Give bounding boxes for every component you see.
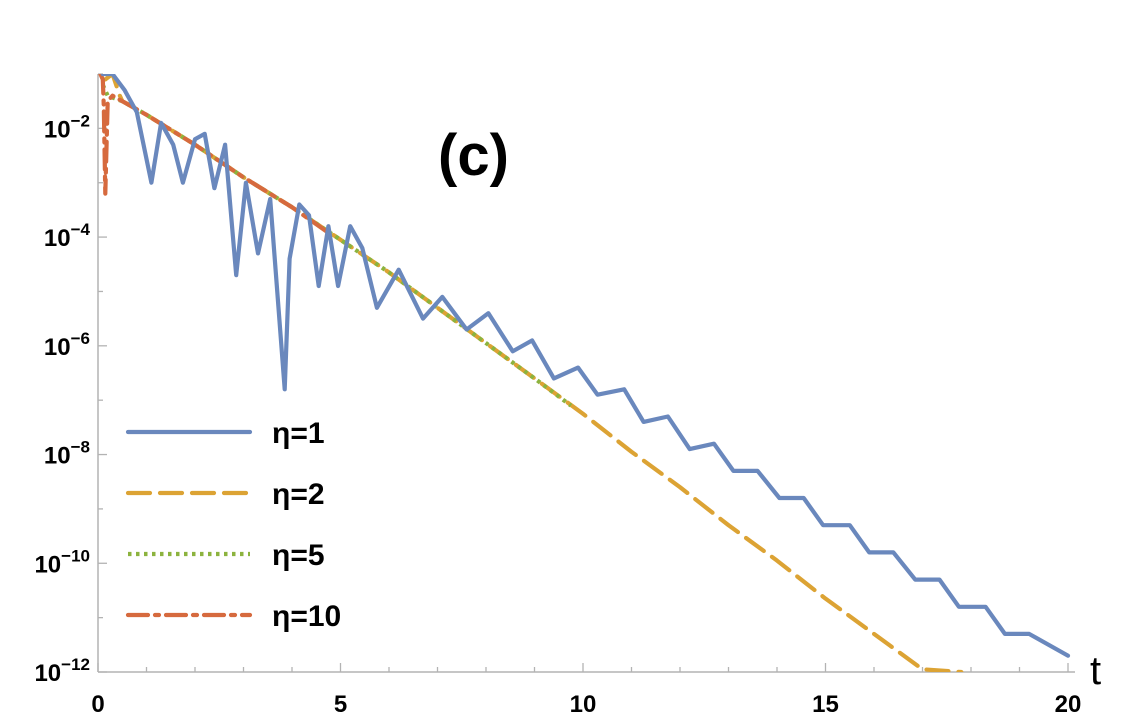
axes bbox=[97, 74, 1075, 673]
series-line-eta-2 bbox=[103, 74, 964, 672]
legend-label-eta-10: η=10 bbox=[272, 600, 341, 633]
y-tick-label: 10−2 bbox=[44, 111, 90, 143]
x-axis-label: t bbox=[1090, 649, 1101, 693]
series-line-eta-10 bbox=[98, 74, 333, 237]
legend-label-eta-5: η=5 bbox=[272, 539, 325, 572]
y-tick-label: 10−10 bbox=[34, 546, 90, 578]
ticks: 0 5 10 15 20 10−2 10−4 10−6 10−8 10−10 10−12 bbox=[34, 73, 1082, 718]
legend-label-eta-2: η=2 bbox=[272, 478, 325, 511]
series-line-eta-1 bbox=[100, 74, 1071, 658]
legend-label-eta-1: η=1 bbox=[272, 417, 325, 450]
y-tick-label: 10−12 bbox=[34, 655, 90, 687]
x-tick-label: 15 bbox=[812, 691, 839, 718]
series-layer bbox=[98, 74, 1071, 672]
x-tick-label: 20 bbox=[1055, 691, 1082, 718]
x-tick-label: 0 bbox=[91, 691, 104, 718]
y-tick-label: 10−8 bbox=[44, 438, 90, 470]
legend: η=1 η=2 η=5 η=10 bbox=[125, 417, 341, 633]
y-tick-label: 10−4 bbox=[44, 220, 91, 252]
x-tick-label: 5 bbox=[334, 691, 347, 718]
x-tick-label: 10 bbox=[570, 691, 597, 718]
y-tick-label: 10−6 bbox=[44, 329, 90, 361]
panel-label: (c) bbox=[438, 123, 509, 188]
